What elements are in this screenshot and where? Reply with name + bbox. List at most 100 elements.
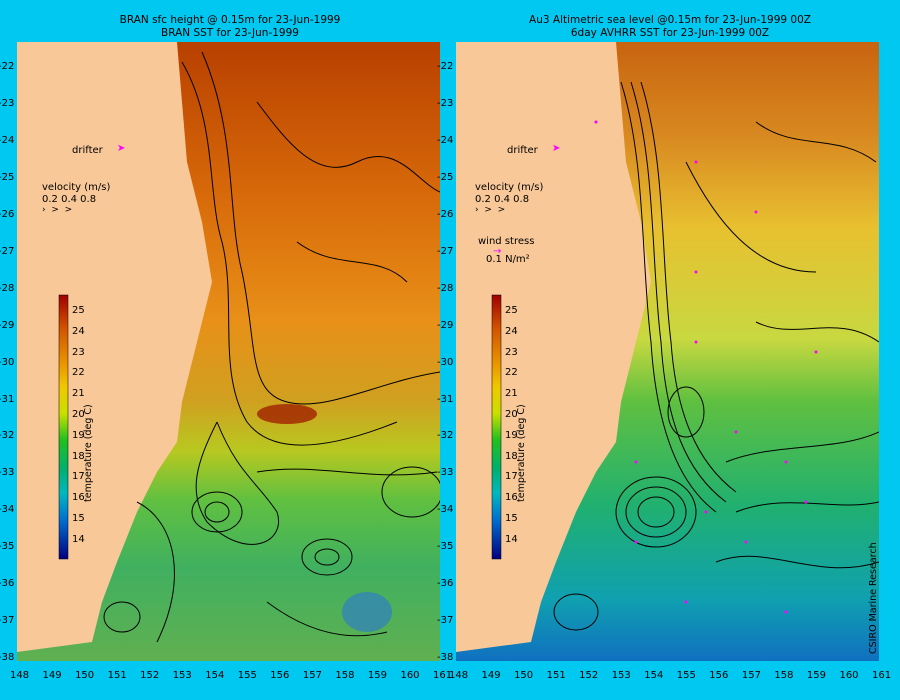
lat-tick-right: -35 xyxy=(437,541,454,553)
left-velocity-label: velocity (m/s) xyxy=(42,182,111,193)
colorbar-tick-right: 14 xyxy=(505,533,518,545)
lon-tick-right: 154 xyxy=(644,670,664,681)
lat-tick-left: -22 xyxy=(0,61,15,72)
colorbar-tick-left: 15 xyxy=(72,513,85,524)
lat-tick-left: -29 xyxy=(0,319,15,331)
lat-tick-left: -24 xyxy=(0,134,15,146)
altimetric-contours xyxy=(553,81,880,631)
colorbar-tick-right: 16 xyxy=(505,492,518,504)
lat-tick-left: -30 xyxy=(0,356,15,368)
lon-tick-left: 154 xyxy=(205,670,225,681)
lon-tick-right: 151 xyxy=(546,670,566,681)
lat-tick-left: -36 xyxy=(0,578,15,590)
colorbar-tick-right: 25 xyxy=(505,305,518,316)
lon-tick-left: 150 xyxy=(75,670,95,681)
lat-tick-left: -25 xyxy=(0,171,15,183)
lat-tick-right: -33 xyxy=(437,467,454,479)
lat-tick-left: -31 xyxy=(0,393,15,405)
temperature-colorbar xyxy=(58,294,69,560)
left-title-line2: BRAN SST for 23-Jun-1999 xyxy=(161,27,299,39)
lon-tick-left: 155 xyxy=(237,670,257,681)
lat-tick-left: -34 xyxy=(0,504,15,516)
lon-tick-right: 148 xyxy=(449,670,469,681)
lat-tick-right: -32 xyxy=(437,430,454,442)
lat-tick-right: -29 xyxy=(437,319,454,331)
colorbar-tick-left: 17 xyxy=(72,471,85,483)
sea-level-contours xyxy=(103,51,443,643)
lat-tick-left: -35 xyxy=(0,541,15,553)
lat-tick-left: -38 xyxy=(0,652,15,664)
lon-tick-right: 158 xyxy=(774,670,794,681)
lon-tick-left: 152 xyxy=(140,670,160,681)
lon-tick-right: 153 xyxy=(611,670,631,681)
warm-eddy xyxy=(257,404,317,424)
avhrr-map-svg xyxy=(456,42,880,661)
colorbar-tick-left: 25 xyxy=(72,305,85,316)
wind-stress-label: wind stress xyxy=(478,236,535,247)
colorbar-tick-right: 21 xyxy=(505,388,518,400)
lat-tick-right: -36 xyxy=(437,578,454,590)
australia-coastline-right xyxy=(456,42,651,652)
lon-tick-left: 156 xyxy=(270,670,290,681)
velocity-arrows-icon-right: › > > xyxy=(475,205,506,215)
lat-tick-right: -31 xyxy=(437,393,454,405)
lon-tick-left: 161 xyxy=(433,670,453,681)
colorbar-tick-right: 19 xyxy=(505,429,518,441)
wind-arrow-icon: → xyxy=(493,246,502,257)
lat-tick-right: -24 xyxy=(437,134,454,146)
right-velocity-label: velocity (m/s) xyxy=(475,182,544,193)
lat-tick-right: -34 xyxy=(437,504,454,516)
colorbar-tick-left: 22 xyxy=(72,367,85,379)
lat-tick-right: -30 xyxy=(437,356,454,368)
lat-tick-right: -25 xyxy=(437,171,454,183)
colorbar-tick-right: 24 xyxy=(505,325,518,337)
colorbar-tick-right: 23 xyxy=(505,346,518,358)
colorbar-tick-right: 22 xyxy=(505,367,518,379)
lat-tick-left: -33 xyxy=(0,467,15,479)
left-title-line1: BRAN sfc height @ 0.15m for 23-Jun-1999 xyxy=(119,14,341,26)
lon-tick-left: 159 xyxy=(367,670,388,681)
wind-stress-arrows xyxy=(594,120,818,614)
lat-tick-left: -26 xyxy=(0,208,15,220)
colorbar-tick-right: 15 xyxy=(505,513,518,524)
lat-tick-left: -28 xyxy=(0,282,15,294)
colorbar-tick-left: 14 xyxy=(72,533,85,545)
lon-tick-right: 152 xyxy=(579,670,599,681)
lon-tick-left: 148 xyxy=(10,670,30,681)
bran-map-svg xyxy=(17,42,443,661)
lon-tick-right: 159 xyxy=(806,670,827,681)
lat-tick-right: -28 xyxy=(437,282,454,294)
colorbar-tick-right: 18 xyxy=(505,450,518,462)
lat-tick-left: -37 xyxy=(0,615,15,627)
lat-tick-left: -27 xyxy=(0,245,15,257)
lat-tick-left: -23 xyxy=(0,97,15,109)
velocity-arrows-icon: › > > xyxy=(42,205,73,215)
left-drifter-label: drifter xyxy=(72,145,103,156)
lon-tick-right: 150 xyxy=(514,670,534,681)
lat-tick-right: -37 xyxy=(437,615,454,627)
lon-tick-left: 153 xyxy=(172,670,192,681)
colorbar-tick-left: 23 xyxy=(72,346,85,358)
lat-tick-right: -38 xyxy=(437,652,454,664)
lon-tick-left: 149 xyxy=(42,670,62,681)
lat-tick-right: -26 xyxy=(437,208,454,220)
colorbar-tick-left: 18 xyxy=(72,450,85,462)
left-velocity-scale: 0.2 0.4 0.8 xyxy=(42,194,97,205)
right-title-line1: Au3 Altimetric sea level @0.15m for 23-J… xyxy=(529,14,811,26)
drifter-arrow-icon: ➤ xyxy=(117,143,126,154)
cool-patch xyxy=(342,592,392,632)
colorbar-tick-left: 24 xyxy=(72,325,85,337)
lon-tick-right: 156 xyxy=(709,670,729,681)
colorbar-tick-right: 17 xyxy=(505,471,518,483)
lon-tick-left: 158 xyxy=(335,670,355,681)
lon-tick-left: 160 xyxy=(400,670,420,681)
lon-tick-left: 151 xyxy=(107,670,127,681)
colorbar-tick-left: 16 xyxy=(72,492,85,504)
avhrr-sst-map: drifter ➤ velocity (m/s) 0.2 0.4 0.8 › >… xyxy=(456,42,880,661)
wind-stress-scale: 0.1 N/m² xyxy=(486,254,530,265)
csiro-credit: CSIRO Marine Research xyxy=(868,542,879,654)
right-title-line2: 6day AVHRR SST for 23-Jun-1999 00Z xyxy=(570,27,770,39)
lat-tick-right: -27 xyxy=(437,245,454,257)
drifter-arrow-icon-right: ➤ xyxy=(552,143,561,154)
lat-tick-right: -23 xyxy=(437,97,454,109)
